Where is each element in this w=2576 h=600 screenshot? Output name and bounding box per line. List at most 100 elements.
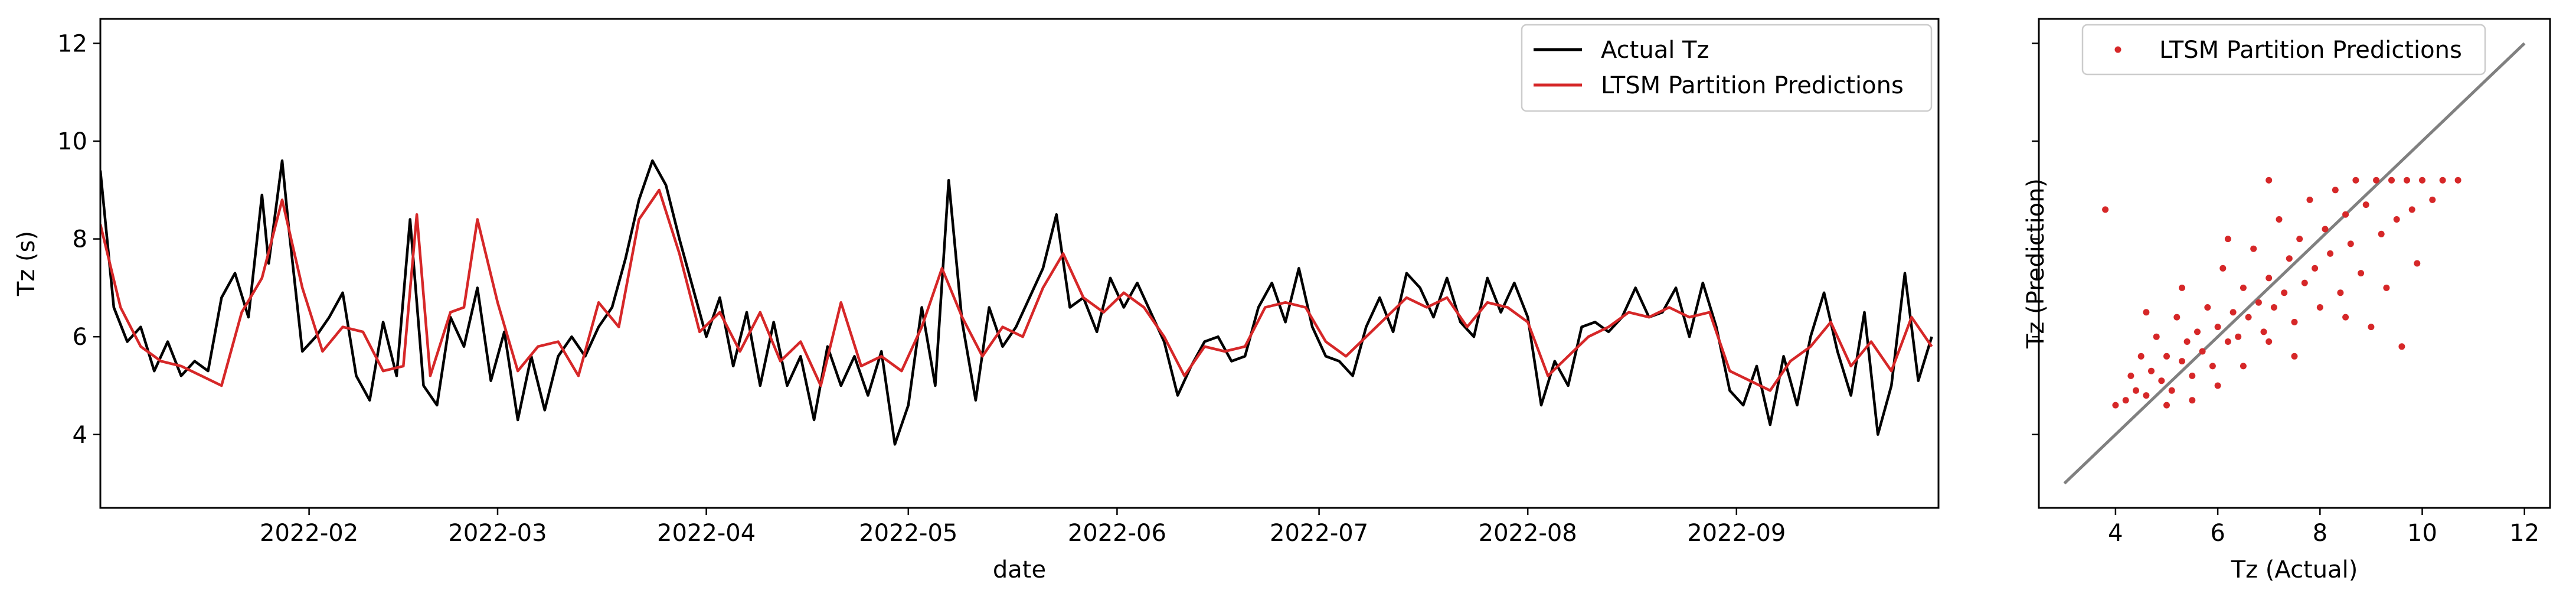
scatter-point xyxy=(2102,206,2109,213)
timeseries-lines xyxy=(100,159,1933,446)
x-tick-label: 2022-03 xyxy=(448,520,547,547)
scatter-point xyxy=(2163,353,2170,360)
scatter-point xyxy=(2224,236,2231,243)
x-tick-label: 2022-09 xyxy=(1687,520,1786,547)
scatter-point xyxy=(2235,333,2242,340)
scatter-point xyxy=(2419,177,2425,184)
scatter-point xyxy=(2454,177,2461,184)
scatter-point xyxy=(2316,304,2323,311)
scatter-point xyxy=(2342,314,2349,321)
scatter-point xyxy=(2312,265,2319,272)
scatter-point xyxy=(2260,328,2267,335)
scatter-point xyxy=(2163,402,2170,409)
scatter-point xyxy=(2439,177,2446,184)
y-tick-label: 8 xyxy=(73,226,87,253)
scatter-point xyxy=(2296,236,2303,243)
scatter-point xyxy=(2204,304,2211,311)
scatter-point xyxy=(2224,338,2231,345)
prediction-line xyxy=(100,188,1933,392)
scatter-y-axis-label: Tz (Prediction) xyxy=(2022,178,2049,349)
scatter-point xyxy=(2127,372,2134,379)
scatter-point xyxy=(2168,387,2175,394)
x-tick-label: 2022-05 xyxy=(859,520,957,547)
scatter-point xyxy=(2158,377,2165,384)
scatter-point xyxy=(2143,309,2150,316)
timeseries-panel: 2022-02 2022-03 2022-04 2022-05 2022-06 2022-… xyxy=(13,18,1940,583)
scatter-point xyxy=(2266,338,2273,345)
scatter-point xyxy=(2143,392,2150,399)
scatter-point xyxy=(2358,270,2365,277)
scatter-point xyxy=(2388,177,2395,184)
scatter-x-tick-label: 6 xyxy=(2210,520,2225,547)
scatter-point xyxy=(2398,343,2405,350)
legend-actual-label: Actual Tz xyxy=(1601,37,1709,64)
scatter-x-tick-label: 4 xyxy=(2108,520,2123,547)
scatter-point xyxy=(2240,284,2247,291)
scatter-point xyxy=(2255,299,2262,306)
x-tick-label: 2022-08 xyxy=(1479,520,1577,547)
timeseries-legend: Actual Tz LTSM Partition Predictions xyxy=(1521,24,1933,112)
scatter-point xyxy=(2240,363,2247,370)
scatter-point xyxy=(2291,353,2298,360)
scatter-point xyxy=(2276,216,2283,223)
scatter-point xyxy=(2189,372,2196,379)
y-tick-label: 12 xyxy=(57,30,87,57)
scatter-point xyxy=(2194,328,2201,335)
scatter-point xyxy=(2414,260,2421,267)
scatter-point xyxy=(2337,289,2344,296)
scatter-point xyxy=(2301,279,2308,286)
scatter-point xyxy=(2183,338,2191,345)
scatter-panel: 4 6 8 10 12 Tz (Actual) Tz (Prediction) LTSM… xyxy=(2022,18,2551,583)
scatter-point xyxy=(2153,333,2160,340)
scatter-x-axis-label: Tz (Actual) xyxy=(2231,556,2358,583)
scatter-x-ticks: 4 6 8 10 12 xyxy=(2108,508,2539,547)
timeseries-y-axis-label: Tz (s) xyxy=(13,231,40,296)
scatter-point xyxy=(2219,265,2227,272)
timeseries-y-ticks: 4 6 8 10 12 xyxy=(57,30,100,449)
scatter-x-tick-label: 10 xyxy=(2407,520,2437,547)
scatter-point xyxy=(2373,177,2380,184)
y-tick-label: 10 xyxy=(57,128,87,155)
scatter-point xyxy=(2408,206,2415,213)
scatter-point xyxy=(2332,187,2339,194)
x-tick-label: 2022-07 xyxy=(1270,520,1368,547)
scatter-point xyxy=(2199,348,2206,355)
x-tick-label: 2022-04 xyxy=(657,520,756,547)
scatter-x-tick-label: 8 xyxy=(2313,520,2327,547)
scatter-legend-marker xyxy=(2114,46,2121,53)
scatter-point xyxy=(2137,353,2145,360)
scatter-legend-box xyxy=(2081,24,2486,76)
x-tick-label: 2022-06 xyxy=(1068,520,1166,547)
scatter-point xyxy=(2266,275,2273,282)
scatter-point xyxy=(2173,314,2181,321)
legend-prediction-label: LTSM Partition Predictions xyxy=(1601,72,1904,99)
scatter-point xyxy=(2393,216,2400,223)
scatter-point xyxy=(2270,304,2277,311)
scatter-point xyxy=(2286,255,2293,262)
scatter-point xyxy=(2306,196,2313,203)
scatter-point xyxy=(2404,177,2410,184)
scatter-point xyxy=(2250,245,2257,252)
scatter-legend-label: LTSM Partition Predictions xyxy=(2159,37,2462,64)
scatter-point xyxy=(2179,358,2185,365)
y-tick-label: 6 xyxy=(73,324,87,351)
scatter-point xyxy=(2342,211,2349,218)
scatter-point xyxy=(2347,240,2354,247)
scatter-point xyxy=(2214,324,2221,331)
scatter-point xyxy=(2281,289,2288,296)
actual-tz-line xyxy=(100,159,1933,446)
x-tick-label: 2022-02 xyxy=(260,520,358,547)
scatter-point xyxy=(2179,284,2185,291)
scatter-point xyxy=(2112,402,2119,409)
scatter-point xyxy=(2209,363,2216,370)
scatter-point xyxy=(2245,314,2252,321)
scatter-point xyxy=(2214,382,2221,389)
scatter-point xyxy=(2230,309,2237,316)
scatter-x-tick-label: 12 xyxy=(2509,520,2539,547)
scatter-point xyxy=(2322,226,2329,233)
timeseries-x-axis-label: date xyxy=(993,556,1046,583)
scatter-point xyxy=(2148,367,2155,374)
scatter-point xyxy=(2291,318,2298,325)
scatter-point xyxy=(2378,230,2385,237)
timeseries-x-ticks: 2022-02 2022-03 2022-04 2022-05 2022-06 2022-… xyxy=(260,508,1786,547)
